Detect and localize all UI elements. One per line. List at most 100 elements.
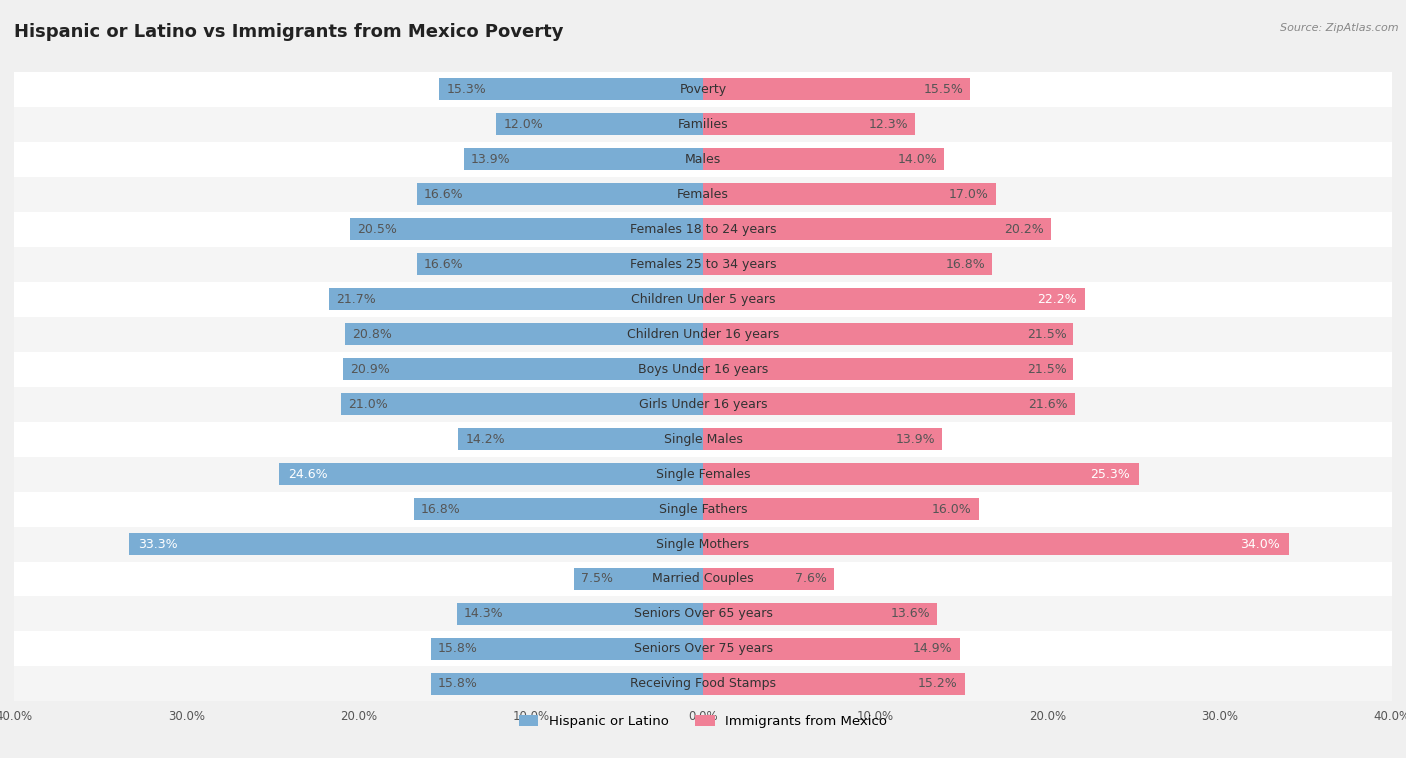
Text: 25.3%: 25.3% (1091, 468, 1130, 481)
Text: Seniors Over 75 years: Seniors Over 75 years (634, 643, 772, 656)
Text: 21.5%: 21.5% (1026, 362, 1066, 375)
Text: 13.9%: 13.9% (896, 433, 935, 446)
Text: 14.3%: 14.3% (464, 607, 503, 621)
Text: Females 18 to 24 years: Females 18 to 24 years (630, 223, 776, 236)
Text: 16.6%: 16.6% (425, 258, 464, 271)
Text: 16.0%: 16.0% (932, 503, 972, 515)
Bar (703, 498, 979, 520)
Text: 14.9%: 14.9% (912, 643, 953, 656)
Bar (703, 638, 960, 659)
Text: Families: Families (678, 117, 728, 130)
Bar (418, 253, 703, 275)
Text: 20.5%: 20.5% (357, 223, 396, 236)
Text: 21.5%: 21.5% (1026, 327, 1066, 340)
Text: Children Under 16 years: Children Under 16 years (627, 327, 779, 340)
Bar (14, 246, 1392, 282)
Bar (457, 603, 703, 625)
Text: 15.8%: 15.8% (437, 643, 478, 656)
Bar (703, 288, 1085, 310)
Text: 17.0%: 17.0% (949, 188, 988, 201)
Text: 24.6%: 24.6% (288, 468, 328, 481)
Text: 14.0%: 14.0% (897, 152, 938, 166)
Bar (574, 568, 703, 590)
Bar (440, 78, 703, 100)
Bar (14, 666, 1392, 701)
Bar (14, 352, 1392, 387)
Bar (14, 282, 1392, 317)
Bar (14, 597, 1392, 631)
Text: Females 25 to 34 years: Females 25 to 34 years (630, 258, 776, 271)
Bar (703, 533, 1289, 555)
Bar (703, 568, 834, 590)
Bar (703, 463, 1139, 485)
Bar (703, 603, 938, 625)
Text: 21.6%: 21.6% (1029, 398, 1069, 411)
Text: Single Fathers: Single Fathers (659, 503, 747, 515)
Text: 12.3%: 12.3% (869, 117, 908, 130)
Text: 13.6%: 13.6% (891, 607, 931, 621)
Text: Children Under 5 years: Children Under 5 years (631, 293, 775, 305)
Text: 7.5%: 7.5% (581, 572, 613, 585)
Bar (703, 428, 942, 450)
Bar (703, 78, 970, 100)
Bar (458, 428, 703, 450)
Text: 15.5%: 15.5% (924, 83, 963, 96)
Bar (703, 359, 1073, 380)
Bar (344, 323, 703, 345)
Text: Hispanic or Latino vs Immigrants from Mexico Poverty: Hispanic or Latino vs Immigrants from Me… (14, 23, 564, 41)
Text: 34.0%: 34.0% (1240, 537, 1279, 550)
Bar (430, 673, 703, 695)
Text: 12.0%: 12.0% (503, 117, 543, 130)
Bar (418, 183, 703, 205)
Text: Poverty: Poverty (679, 83, 727, 96)
Text: Single Mothers: Single Mothers (657, 537, 749, 550)
Text: 20.9%: 20.9% (350, 362, 389, 375)
Bar (14, 562, 1392, 597)
Bar (703, 114, 915, 135)
Bar (129, 533, 703, 555)
Bar (329, 288, 703, 310)
Bar (14, 317, 1392, 352)
Text: Source: ZipAtlas.com: Source: ZipAtlas.com (1281, 23, 1399, 33)
Text: 7.6%: 7.6% (796, 572, 827, 585)
Text: 20.2%: 20.2% (1004, 223, 1045, 236)
Text: Females: Females (678, 188, 728, 201)
Bar (703, 393, 1076, 415)
Text: 21.0%: 21.0% (349, 398, 388, 411)
Bar (14, 177, 1392, 211)
Bar (342, 393, 703, 415)
Text: Receiving Food Stamps: Receiving Food Stamps (630, 678, 776, 691)
Bar (703, 323, 1073, 345)
Text: 15.3%: 15.3% (446, 83, 486, 96)
Bar (14, 142, 1392, 177)
Text: Males: Males (685, 152, 721, 166)
Bar (14, 491, 1392, 527)
Bar (14, 72, 1392, 107)
Text: 21.7%: 21.7% (336, 293, 375, 305)
Bar (14, 421, 1392, 456)
Bar (703, 183, 995, 205)
Bar (703, 218, 1050, 240)
Bar (343, 359, 703, 380)
Text: 13.9%: 13.9% (471, 152, 510, 166)
Text: 20.8%: 20.8% (352, 327, 391, 340)
Text: Seniors Over 65 years: Seniors Over 65 years (634, 607, 772, 621)
Text: 16.8%: 16.8% (946, 258, 986, 271)
Text: Single Females: Single Females (655, 468, 751, 481)
Bar (14, 631, 1392, 666)
Bar (703, 253, 993, 275)
Text: 16.6%: 16.6% (425, 188, 464, 201)
Bar (413, 498, 703, 520)
Text: 15.8%: 15.8% (437, 678, 478, 691)
Text: 16.8%: 16.8% (420, 503, 460, 515)
Text: Boys Under 16 years: Boys Under 16 years (638, 362, 768, 375)
Bar (496, 114, 703, 135)
Bar (430, 638, 703, 659)
Bar (280, 463, 703, 485)
Legend: Hispanic or Latino, Immigrants from Mexico: Hispanic or Latino, Immigrants from Mexi… (513, 709, 893, 733)
Bar (703, 673, 965, 695)
Bar (703, 149, 945, 170)
Bar (14, 211, 1392, 246)
Text: 14.2%: 14.2% (465, 433, 505, 446)
Text: Girls Under 16 years: Girls Under 16 years (638, 398, 768, 411)
